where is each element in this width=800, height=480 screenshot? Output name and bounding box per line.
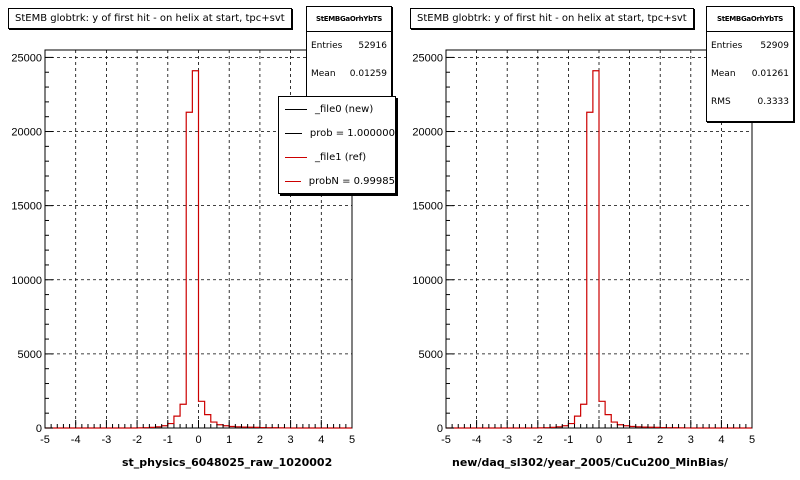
histogram-bin	[211, 422, 217, 428]
right-entries-value: 52909	[760, 41, 789, 51]
right-stats-name: StEMBGaOrhYbTS	[707, 7, 793, 32]
left-mean-label: Mean	[311, 69, 336, 79]
histogram-bin	[593, 71, 599, 428]
x-tick-label: 2	[257, 434, 263, 446]
y-tick-label: 5000	[419, 349, 443, 361]
right-stats-box: StEMBGaOrhYbTS Entries 52909 Mean 0.0126…	[706, 6, 794, 122]
x-tick-label: 2	[657, 434, 663, 446]
x-tick-label: -2	[132, 434, 142, 446]
y-tick-label: 0	[437, 423, 443, 435]
histogram-bin	[168, 424, 174, 428]
right-histogram: -5 -4 -3 -2 -1 0 1 2 3 4 5 0 5000 10000 15000 20000 2500…	[412, 49, 755, 446]
legend-entry: _file1 (ref)	[279, 145, 395, 169]
right-mean-label: Mean	[711, 69, 736, 79]
legend-label: prob = 1.000000	[309, 127, 395, 139]
x-tick-label: 4	[318, 434, 324, 446]
histogram-bin	[174, 416, 180, 428]
right-rms-label: RMS	[711, 97, 731, 107]
x-tick-label: 1	[226, 434, 232, 446]
right-mean-value: 0.01261	[751, 69, 789, 79]
legend-swatch	[285, 180, 301, 182]
x-tick-label: 3	[688, 434, 694, 446]
x-tick-label: -5	[40, 434, 50, 446]
right-panel: -5 -4 -3 -2 -1 0 1 2 3 4 5 0 5000 10000 15000 20000 2500…	[400, 0, 800, 480]
legend-label: _file1 (ref)	[315, 151, 367, 163]
x-tick-label: 0	[195, 434, 201, 446]
right-stats-entries-row: Entries 52909	[707, 32, 793, 60]
x-tick-label: -4	[71, 434, 81, 446]
y-tick-label: 25000	[412, 52, 443, 64]
right-stats-mean-row: Mean 0.01261	[707, 60, 793, 88]
y-tick-label: 0	[36, 423, 42, 435]
legend-entry: prob = 1.000000	[279, 121, 395, 145]
histogram-bin	[186, 112, 192, 428]
histogram-bin	[587, 112, 593, 428]
x-tick-label: 3	[288, 434, 294, 446]
left-entries-label: Entries	[311, 41, 343, 51]
legend-swatch	[285, 108, 307, 110]
y-tick-label: 10000	[11, 275, 42, 287]
right-stats-rms-row: RMS 0.3333	[707, 88, 793, 116]
right-entries-label: Entries	[711, 41, 743, 51]
y-tick-label: 15000	[412, 201, 443, 213]
y-tick-label: 5000	[18, 349, 42, 361]
histogram-bin	[192, 71, 198, 428]
legend-label: probN = 0.99985	[308, 175, 395, 187]
left-entries-value: 52916	[358, 41, 387, 51]
left-x-axis-label: st_physics_6048025_raw_1020002	[122, 456, 333, 469]
x-tick-label: -1	[564, 434, 574, 446]
left-plot-title: StEMB globtrk: y of first hit - on helix…	[8, 8, 292, 29]
x-tick-label: -5	[441, 434, 451, 446]
x-tick-label: 5	[349, 434, 355, 446]
x-tick-label: 5	[749, 434, 755, 446]
histogram-bin	[180, 404, 186, 428]
y-tick-label: 10000	[412, 275, 443, 287]
left-panel: -5 -4 -3 -2 -1 0 1 2 3 4 5 0 5000 10000 15000 20000 2500…	[8, 6, 396, 469]
y-tick-label: 25000	[11, 52, 42, 64]
right-plot-title: StEMB globtrk: y of first hit - on helix…	[410, 8, 694, 29]
x-tick-label: -3	[102, 434, 112, 446]
legend-entry: probN = 0.99985	[279, 169, 395, 193]
histogram-bin	[581, 404, 587, 428]
legend-label: _file0 (new)	[315, 103, 374, 115]
legend-swatch	[285, 132, 302, 134]
left-mean-value: 0.01259	[349, 69, 387, 79]
histogram-bin	[605, 415, 611, 428]
x-tick-label: -2	[533, 434, 543, 446]
right-rms-value: 0.3333	[757, 97, 790, 107]
left-stats-name: StEMBGaOrhYbTS	[307, 7, 391, 32]
x-tick-label: -1	[163, 434, 173, 446]
legend-entry: _file0 (new)	[279, 97, 395, 121]
x-tick-label: -3	[502, 434, 512, 446]
y-tick-label: 20000	[11, 127, 42, 139]
histogram-bin	[575, 416, 581, 428]
right-x-axis-label: new/daq_sl302/year_2005/CuCu200_MinBias/	[452, 456, 729, 469]
histogram-series-line	[446, 70, 752, 429]
x-tick-label: 0	[596, 434, 602, 446]
left-stats-box: StEMBGaOrhYbTS Entries 52916 Mean 0.0125…	[306, 6, 392, 100]
histogram-bin	[205, 415, 211, 428]
y-tick-label: 20000	[412, 127, 443, 139]
y-tick-label: 15000	[11, 201, 42, 213]
x-tick-label: -4	[472, 434, 482, 446]
histogram-bin	[611, 422, 617, 428]
legend-swatch	[285, 156, 307, 158]
x-tick-label: 4	[718, 434, 724, 446]
histogram-bin	[568, 424, 574, 428]
histogram-bin	[599, 401, 605, 428]
histogram-bin	[199, 401, 205, 428]
left-stats-entries-row: Entries 52916	[307, 32, 391, 60]
left-legend: _file0 (new) prob = 1.000000 _file1 (ref…	[278, 96, 396, 194]
x-tick-label: 1	[627, 434, 633, 446]
left-stats-mean-row: Mean 0.01259	[307, 60, 391, 88]
